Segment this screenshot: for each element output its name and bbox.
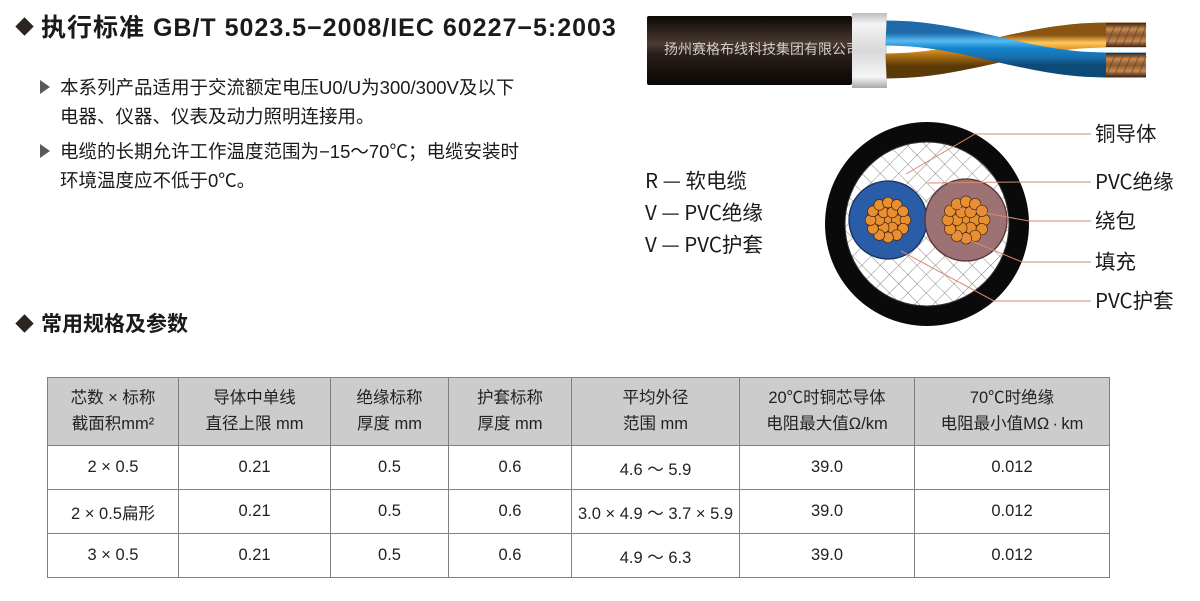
svg-text:PVC绝缘: PVC绝缘 — [1095, 165, 1174, 195]
svg-text:V — PVC绝缘: V — PVC绝缘 — [645, 196, 763, 226]
svg-text:绕包: 绕包 — [1095, 204, 1136, 234]
svg-text:铜导体: 铜导体 — [1095, 117, 1157, 147]
svg-text:扬州赛格布线科技集团有限公司: 扬州赛格布线科技集团有限公司 — [664, 39, 860, 59]
svg-text:V — PVC护套: V — PVC护套 — [645, 228, 763, 258]
svg-text:PVC护套: PVC护套 — [1095, 284, 1174, 314]
svg-text:R — 软电缆: R — 软电缆 — [645, 164, 747, 194]
svg-text:填充: 填充 — [1095, 245, 1136, 275]
